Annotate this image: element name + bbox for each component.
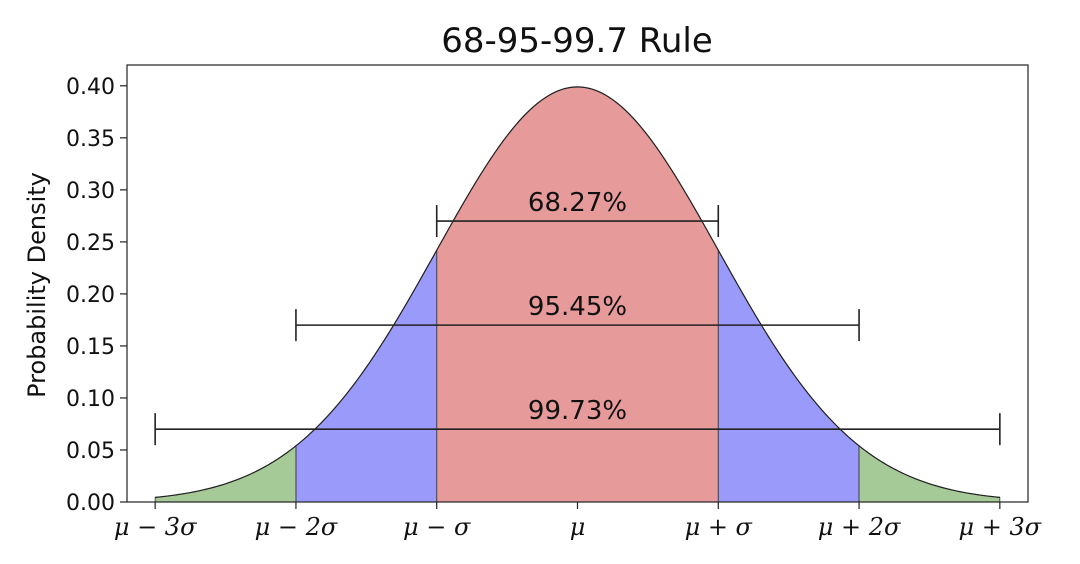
y-tick-label-6: 0.30 — [66, 179, 115, 204]
y-tick-label-1: 0.05 — [66, 439, 115, 464]
chart-title: 68-95-99.7 Rule — [441, 21, 713, 61]
interval-label-0: 68.27% — [528, 188, 627, 218]
x-axis: μ − 3σ μ − 2σ μ − σ μ μ + σ μ + 2σ μ + 3σ — [114, 502, 1042, 541]
x-tick-label-3: μ — [570, 513, 586, 541]
interval-label-2: 99.73% — [528, 396, 627, 426]
x-tick-label-4: μ + σ — [685, 513, 753, 541]
y-tick-label-3: 0.15 — [66, 335, 115, 360]
x-tick-label-5: μ + 2σ — [818, 513, 901, 541]
y-tick-label-4: 0.20 — [66, 283, 115, 308]
interval-label-1: 95.45% — [528, 292, 627, 322]
shaded-regions — [154, 86, 1001, 503]
y-axis-label: Probability Density — [23, 172, 51, 398]
x-tick-label-6: μ + 3σ — [959, 513, 1042, 541]
x-tick-label-2: μ − σ — [403, 513, 471, 541]
shaded-region-3 — [154, 444, 297, 503]
interval-annotations: 68.27% 95.45% 99.73% — [154, 188, 1001, 446]
x-tick-label-0: μ − 3σ — [114, 513, 197, 541]
y-tick-label-0: 0.00 — [66, 491, 115, 516]
shaded-region-4 — [858, 444, 1001, 503]
y-tick-label-5: 0.25 — [66, 231, 115, 256]
y-tick-label-8: 0.40 — [66, 75, 115, 100]
y-tick-label-2: 0.10 — [66, 387, 115, 412]
density-curve — [155, 86, 1000, 498]
x-tick-label-1: μ − 2σ — [255, 513, 338, 541]
y-axis: 0.00 0.05 0.10 0.15 0.20 0.25 0.30 0.35 0.40 — [66, 75, 127, 516]
y-tick-label-7: 0.35 — [66, 127, 115, 152]
